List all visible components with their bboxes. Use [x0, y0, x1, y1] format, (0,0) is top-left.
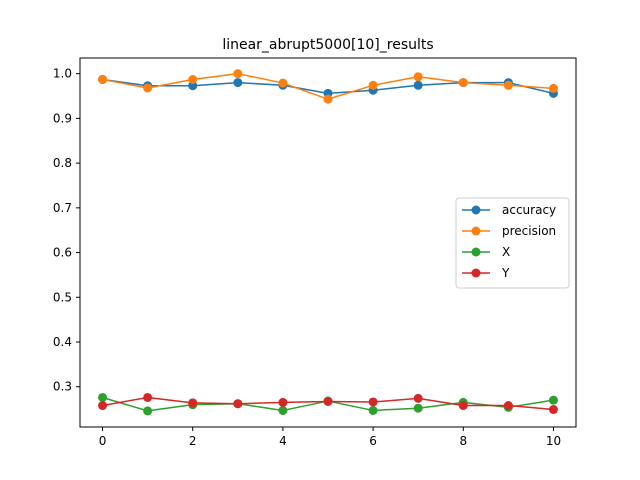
data-point-y [98, 401, 108, 411]
data-point-x [368, 405, 378, 415]
data-point-precision [278, 78, 288, 88]
data-point-precision [323, 94, 333, 104]
x-tick-label: 2 [189, 434, 197, 448]
legend-marker-precision [471, 226, 481, 236]
data-point-x [143, 406, 153, 416]
data-point-precision [503, 80, 513, 90]
data-point-precision [98, 74, 108, 84]
data-point-precision [548, 83, 558, 93]
data-point-precision [413, 72, 423, 82]
y-tick-label: 0.8 [53, 156, 72, 170]
legend-box [455, 197, 570, 289]
data-point-y [323, 397, 333, 407]
data-point-x [278, 405, 288, 415]
data-point-precision [458, 78, 468, 88]
y-tick-label: 0.5 [53, 290, 72, 304]
data-point-accuracy [413, 80, 423, 90]
x-tick-label: 6 [369, 434, 377, 448]
x-tick-label: 10 [546, 434, 561, 448]
x-tick-label: 4 [279, 434, 287, 448]
legend-marker-y [471, 268, 481, 278]
legend-label-precision: precision [502, 224, 556, 238]
data-point-y [458, 401, 468, 411]
data-point-precision [233, 69, 243, 79]
data-point-x [98, 392, 108, 402]
data-point-x [413, 403, 423, 413]
data-point-precision [368, 80, 378, 90]
data-point-y [233, 399, 243, 409]
data-point-y [143, 392, 153, 402]
data-point-precision [143, 83, 153, 93]
series-layer [98, 69, 558, 416]
y-tick-label: 0.7 [53, 201, 72, 215]
y-tick-label: 0.3 [53, 380, 72, 394]
data-point-y [188, 398, 198, 408]
y-tick-label: 0.9 [53, 111, 72, 125]
x-tick-label: 0 [99, 434, 107, 448]
data-point-y [278, 397, 288, 407]
x-tick-label: 8 [459, 434, 467, 448]
data-point-y [503, 401, 513, 411]
data-point-x [548, 395, 558, 405]
chart-title: linear_abrupt5000[10]_results [222, 37, 433, 53]
legend-label-x: X [502, 245, 510, 259]
legend-marker-x [471, 247, 481, 257]
y-tick-label: 1.0 [53, 67, 72, 81]
y-tick-label: 0.6 [53, 246, 72, 260]
data-point-y [413, 393, 423, 403]
legend: accuracy precision XY [455, 197, 570, 289]
data-point-precision [188, 74, 198, 84]
data-point-y [548, 405, 558, 415]
legend-label-y: Y [501, 266, 510, 280]
data-point-accuracy [188, 81, 198, 91]
data-point-y [368, 397, 378, 407]
data-point-accuracy [233, 78, 243, 88]
legend-label-accuracy: accuracy [502, 203, 556, 217]
axes-layer: 0 2 4 6 8 10 0.3 0.4 0.5 0.6 0.7 0.8 0.9 1.0 [53, 57, 577, 448]
legend-marker-accuracy [471, 205, 481, 215]
plot-frame [79, 57, 577, 428]
y-tick-label: 0.4 [53, 335, 72, 349]
